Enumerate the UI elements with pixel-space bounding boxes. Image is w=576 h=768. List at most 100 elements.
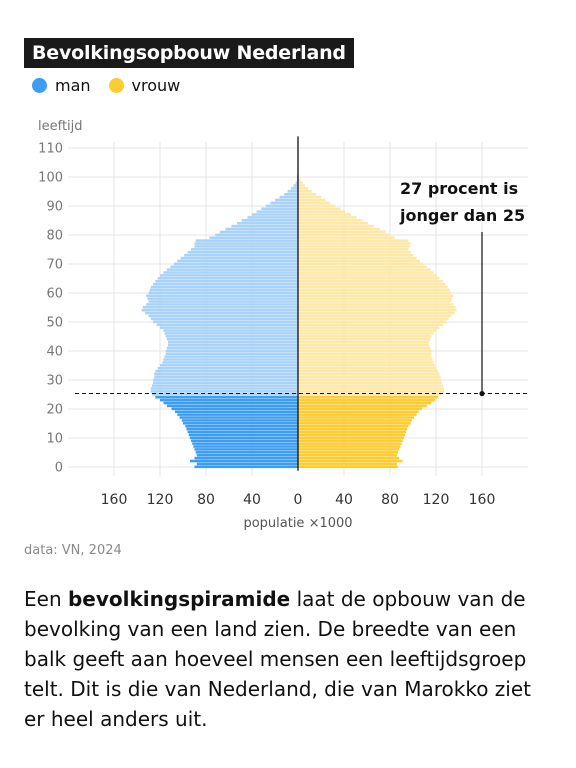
bar-vrouw-age-28: [298, 384, 443, 387]
bar-man-age-47: [163, 329, 298, 332]
bar-vrouw-age-90: [298, 204, 335, 208]
bar-man-age-46: [164, 332, 298, 335]
bar-man-age-22: [163, 401, 298, 405]
chart-title: Bevolkingsopbouw Nederland: [24, 38, 354, 68]
bar-man-age-26: [150, 390, 298, 393]
bar-man-age-82: [225, 227, 298, 231]
bar-vrouw-age-56: [298, 303, 454, 306]
x-tick-label-8: 160: [469, 492, 496, 508]
bar-vrouw-age-78: [298, 239, 409, 242]
bar-man-age-41: [166, 346, 298, 350]
bar-man-age-70: [173, 262, 298, 266]
bar-vrouw-age-5: [298, 451, 399, 454]
bar-vrouw-age-30: [298, 378, 441, 382]
bar-vrouw-age-15: [298, 422, 411, 425]
bar-vrouw-age-3: [298, 456, 400, 460]
bar-man-age-20: [171, 407, 298, 411]
bar-vrouw-age-81: [298, 230, 386, 234]
bar-man-age-19: [174, 410, 298, 413]
bar-vrouw-age-71: [298, 259, 420, 263]
bar-vrouw-age-51: [298, 317, 449, 321]
y-tick-label-10: 10: [46, 432, 63, 447]
bar-man-age-87: [252, 213, 298, 216]
bar-vrouw-age-40: [298, 349, 432, 353]
x-tick-label-2: 80: [197, 492, 215, 508]
bar-man-age-80: [215, 233, 298, 237]
legend-item-vrouw: vrouw: [108, 76, 180, 95]
bar-man-age-69: [170, 265, 298, 268]
bar-man-age-28: [151, 384, 298, 387]
bar-vrouw-age-29: [298, 381, 442, 384]
bar-vrouw-age-94: [298, 192, 317, 196]
bar-man-age-11: [188, 433, 298, 437]
bar-vrouw-age-68: [298, 268, 431, 271]
y-tick-label-110: 110: [38, 142, 63, 157]
bar-vrouw-age-96: [298, 187, 309, 190]
bar-vrouw-age-63: [298, 282, 446, 286]
y-tick-label-20: 20: [46, 403, 63, 418]
bar-vrouw-age-48: [298, 326, 440, 329]
y-tick-label-60: 60: [46, 287, 63, 302]
bar-vrouw-age-26: [298, 390, 445, 393]
body-text-bold: bevolkingspiramide: [67, 587, 291, 611]
bar-man-age-85: [241, 219, 298, 222]
bar-vrouw-age-61: [298, 288, 450, 292]
bar-vrouw-age-18: [298, 413, 417, 416]
legend: man vrouw: [32, 76, 198, 95]
bar-man-age-75: [191, 248, 298, 251]
bar-man-age-78: [195, 239, 298, 242]
bar-man-age-23: [160, 398, 298, 402]
bar-man-age-66: [160, 274, 298, 277]
legend-label-man: man: [55, 76, 91, 95]
bar-man-age-89: [261, 207, 298, 210]
bar-vrouw-age-59: [298, 294, 454, 297]
bar-vrouw-age-65: [298, 277, 440, 280]
bar-vrouw-age-22: [298, 401, 432, 405]
bar-vrouw-age-12: [298, 430, 407, 434]
bar-man-age-34: [157, 366, 298, 370]
bar-man-age-14: [185, 424, 298, 428]
bar-man-age-33: [155, 369, 298, 373]
x-tick-label-0: 160: [101, 492, 128, 508]
bar-man-age-73: [184, 253, 298, 257]
bar-vrouw-age-4: [298, 453, 397, 457]
bar-vrouw-age-36: [298, 361, 434, 364]
y-tick-label-50: 50: [46, 316, 63, 331]
bar-vrouw-age-11: [298, 433, 405, 437]
bar-man-age-5: [195, 451, 298, 454]
bar-man-age-35: [160, 364, 298, 367]
bar-man-age-45: [165, 335, 298, 338]
bar-vrouw-age-70: [298, 262, 424, 266]
x-tick-label-5: 40: [335, 492, 353, 508]
bar-vrouw-age-53: [298, 311, 455, 315]
bar-vrouw-age-87: [298, 213, 351, 216]
bar-man-age-56: [146, 303, 298, 306]
bar-vrouw-age-6: [298, 448, 400, 451]
bar-vrouw-age-39: [298, 352, 432, 355]
bar-vrouw-age-38: [298, 355, 432, 358]
bar-man-age-65: [157, 277, 298, 280]
bar-man-age-24: [155, 395, 298, 399]
bar-vrouw-age-44: [298, 337, 431, 341]
annotation-text-line1: 27 procent is: [400, 179, 518, 198]
bar-vrouw-age-45: [298, 335, 432, 338]
bar-vrouw-age-97: [298, 184, 305, 187]
bar-man-age-40: [165, 349, 298, 353]
bar-vrouw-age-9: [298, 439, 403, 442]
bar-man-age-49: [156, 323, 298, 326]
bar-man-age-10: [189, 436, 298, 440]
bar-vrouw-age-31: [298, 375, 441, 379]
bar-vrouw-age-92: [298, 198, 326, 202]
bar-vrouw-age-54: [298, 308, 457, 312]
bar-vrouw-age-76: [298, 245, 410, 248]
bar-man-age-77: [194, 242, 298, 245]
bar-man-age-50: [153, 320, 298, 324]
bar-vrouw-age-86: [298, 216, 357, 219]
bar-vrouw-age-75: [298, 248, 409, 251]
y-tick-label-30: 30: [46, 374, 63, 389]
bar-vrouw-age-16: [298, 419, 412, 422]
bar-vrouw-age-72: [298, 256, 417, 260]
bar-man-age-29: [153, 381, 298, 384]
bar-vrouw-age-43: [298, 340, 430, 344]
bar-vrouw-age-1: [298, 462, 397, 466]
